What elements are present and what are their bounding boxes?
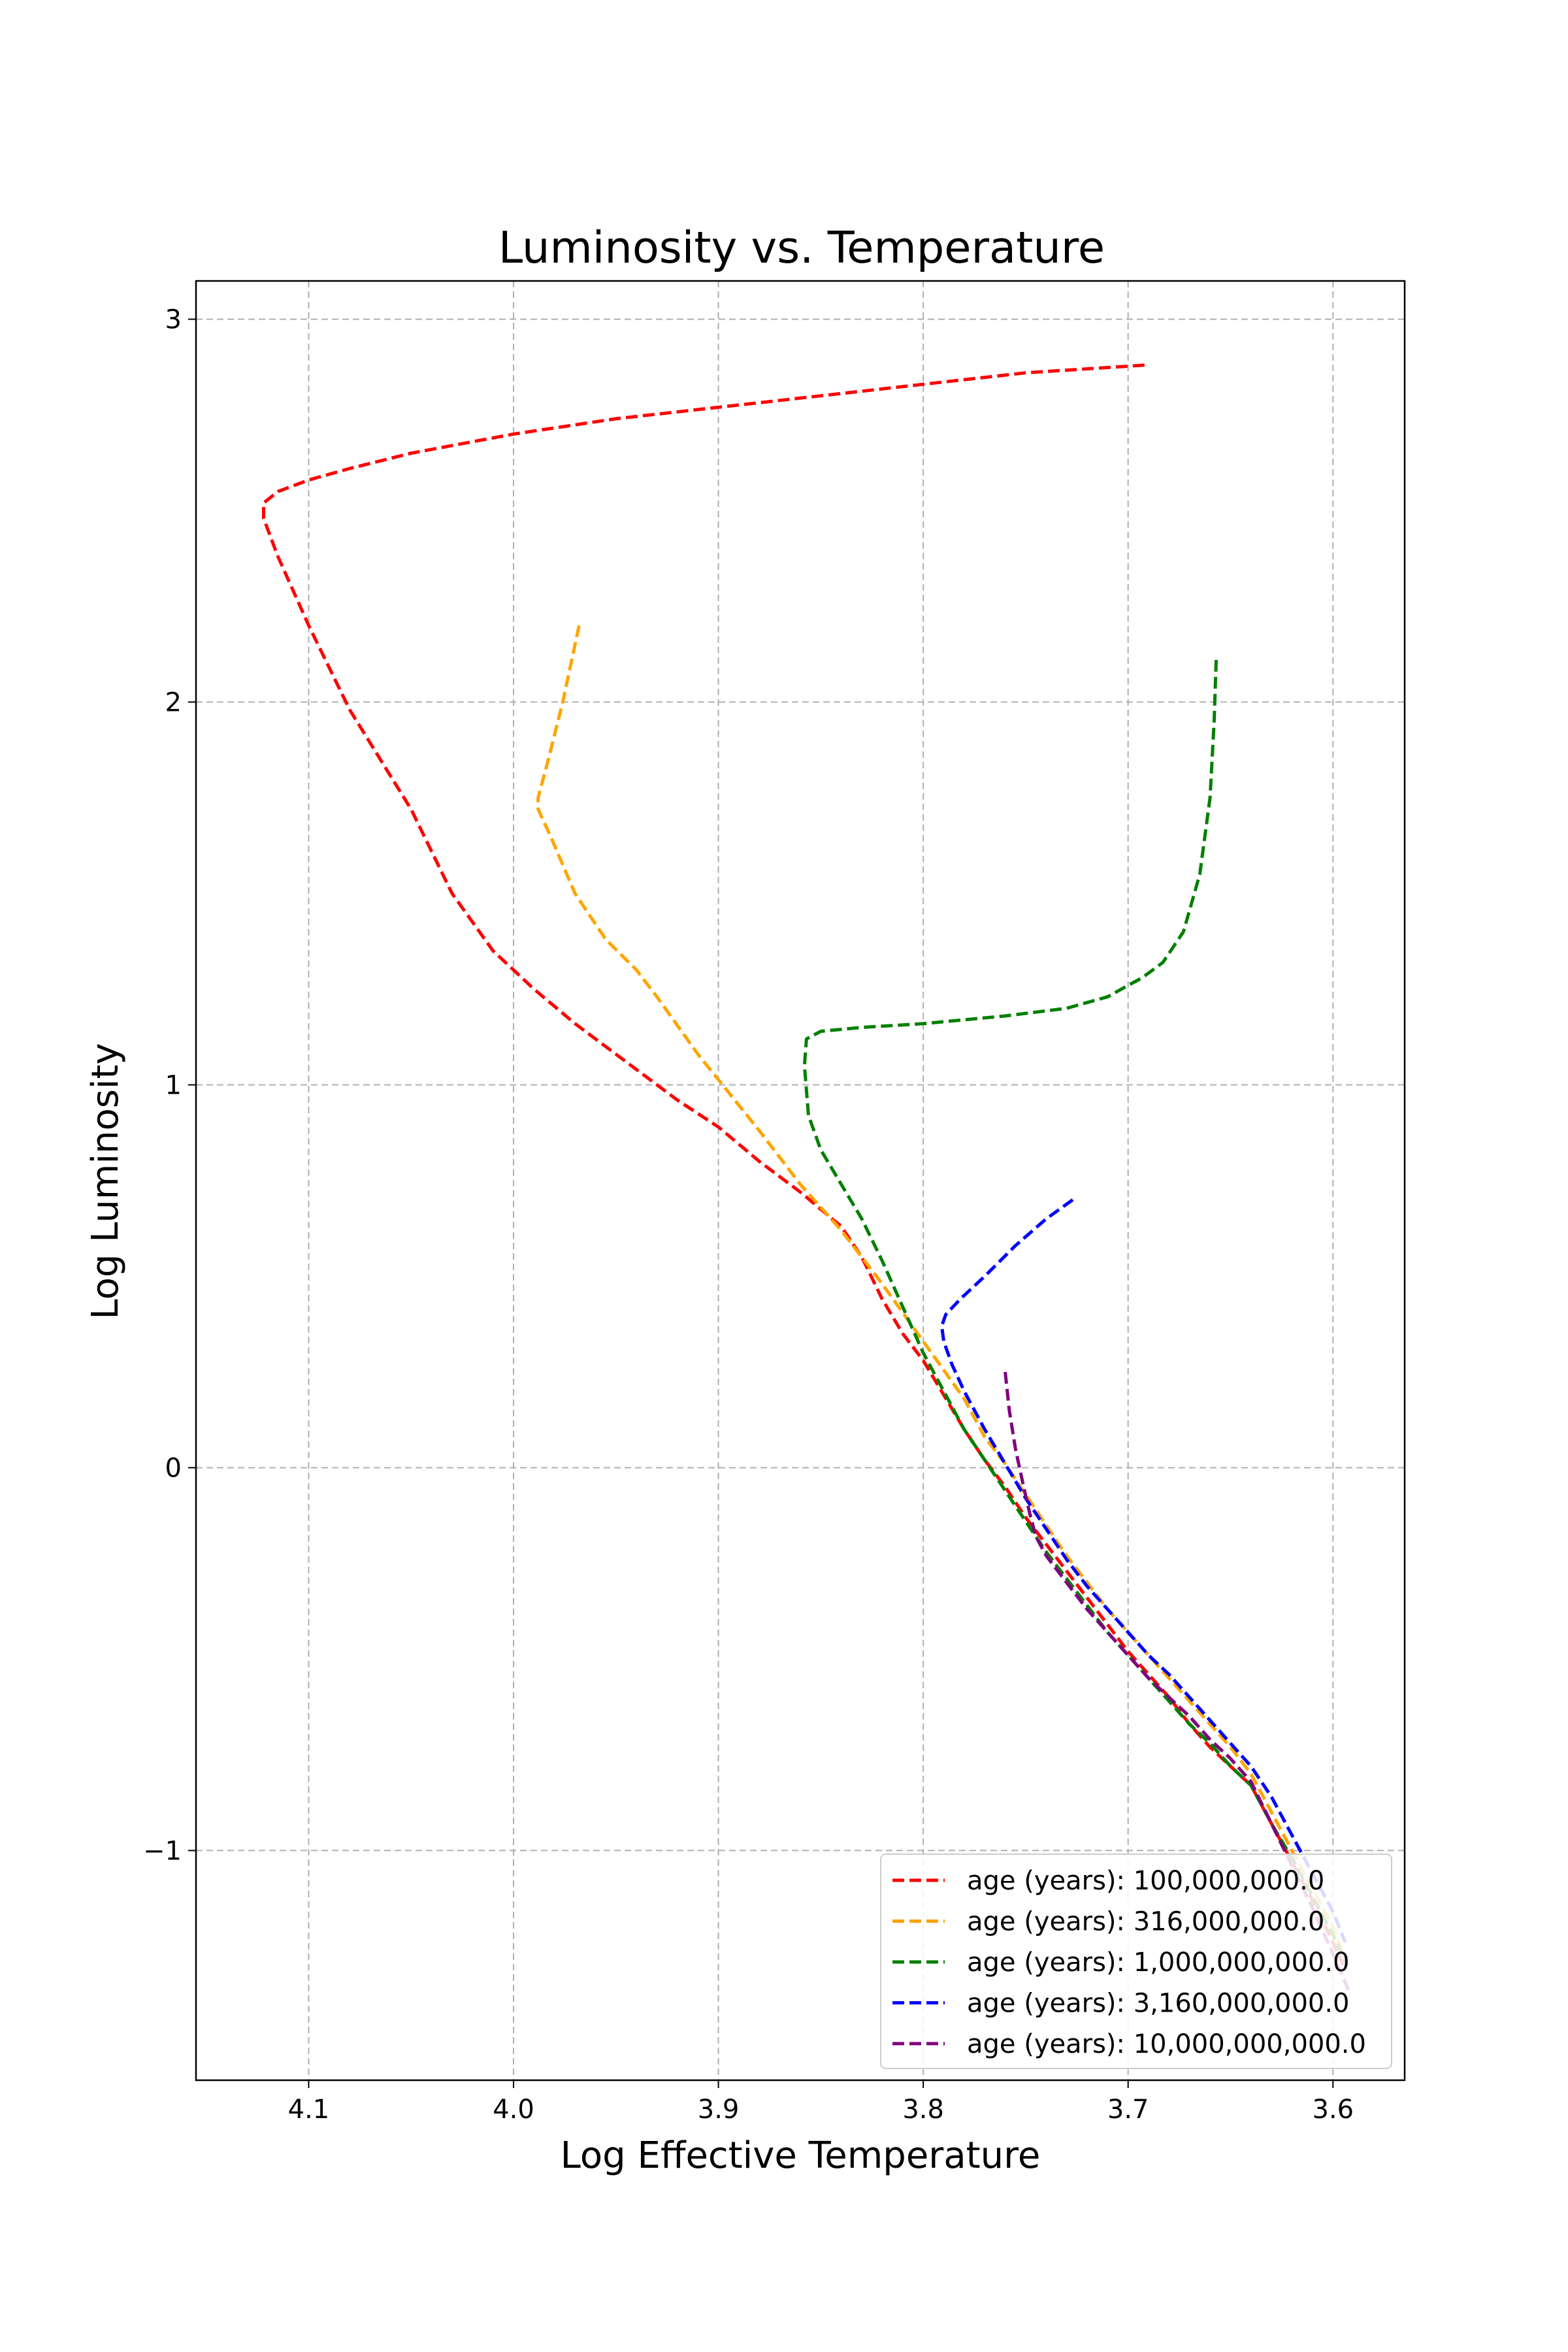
series-layer — [262, 363, 1351, 1993]
grid-layer — [196, 281, 1405, 2080]
y-tick-layer: 3 2 1 0 −1 — [143, 305, 196, 1866]
x-tick-label: 3.6 — [1312, 2095, 1354, 2125]
plot-frame — [195, 280, 1406, 2082]
y-tick-label: −1 — [143, 1836, 182, 1866]
y-tick-label: 2 — [165, 688, 182, 718]
x-tick-label: 4.1 — [288, 2095, 330, 2125]
legend: age (years): 100,000,000.0 age (years): 3… — [880, 1854, 1392, 2069]
x-tick-layer: 4.1 4.0 3.9 3.8 3.7 3.6 — [288, 2080, 1354, 2125]
legend-label: age (years): 3,160,000,000.0 — [967, 1989, 1350, 2019]
x-tick-label: 3.7 — [1107, 2095, 1149, 2125]
y-axis-label: Log Luminosity — [84, 1043, 127, 1319]
series-line — [802, 660, 1349, 1967]
legend-label: age (years): 10,000,000,000.0 — [967, 2029, 1366, 2059]
legend-box — [880, 1854, 1392, 2069]
legend-label: age (years): 100,000,000.0 — [967, 1866, 1324, 1896]
series-line — [1004, 1371, 1351, 1993]
y-tick-label: 0 — [165, 1453, 182, 1483]
series-line — [939, 1198, 1347, 1944]
y-tick-label: 1 — [165, 1071, 182, 1101]
y-tick-label: 3 — [165, 305, 182, 335]
x-axis-label: Log Effective Temperature — [561, 2134, 1041, 2177]
legend-label: age (years): 1,000,000,000.0 — [967, 1948, 1350, 1978]
legend-label: age (years): 316,000,000.0 — [967, 1907, 1324, 1937]
x-tick-label: 4.0 — [493, 2095, 534, 2125]
x-tick-label: 3.9 — [698, 2095, 740, 2125]
x-tick-label: 3.8 — [902, 2095, 944, 2125]
chart-title: Luminosity vs. Temperature — [498, 222, 1105, 273]
series-line — [536, 625, 1349, 1967]
